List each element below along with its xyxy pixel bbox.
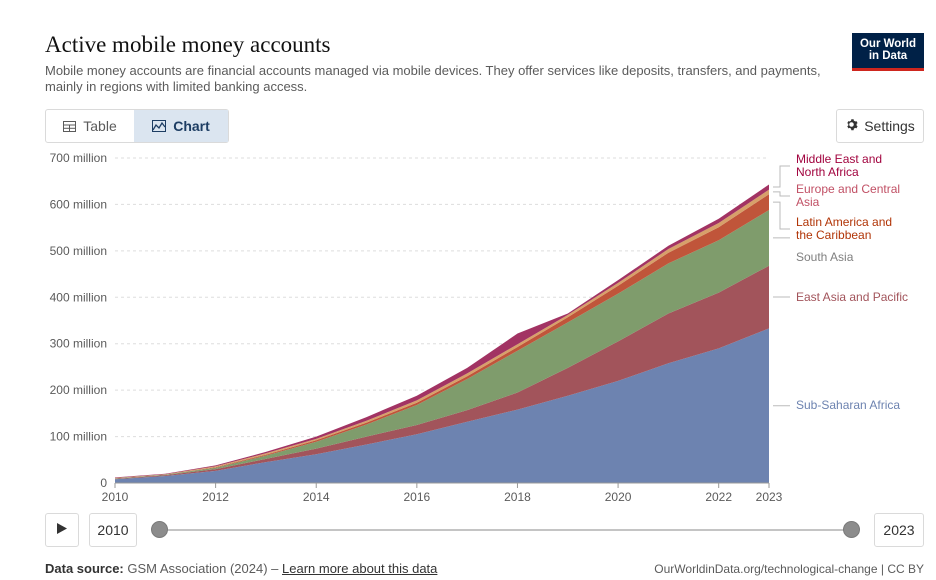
data-source: Data source: GSM Association (2024) – Le… xyxy=(45,561,437,576)
settings-button[interactable]: Settings xyxy=(836,109,924,143)
owid-logo[interactable]: Our World in Data xyxy=(852,33,924,71)
legend-connector xyxy=(773,201,790,230)
legend-label: Sub-Saharan Africa xyxy=(796,398,900,412)
table-icon xyxy=(63,120,77,132)
end-year-box[interactable]: 2023 xyxy=(874,513,924,547)
x-tick-label: 2020 xyxy=(605,490,632,504)
y-tick-label: 400 million xyxy=(50,290,107,304)
y-tick-label: 100 million xyxy=(50,430,107,444)
data-source-prefix: Data source: xyxy=(45,561,124,576)
play-button[interactable] xyxy=(45,513,79,547)
learn-more-link[interactable]: Learn more about this data xyxy=(282,561,438,576)
settings-label: Settings xyxy=(864,118,915,134)
y-tick-label: 0 xyxy=(100,476,107,490)
data-source-text: GSM Association (2024) – xyxy=(127,561,283,576)
legend-label: Middle East and xyxy=(796,152,882,166)
credit-line[interactable]: OurWorldinData.org/technological-change … xyxy=(654,562,924,576)
logo-accent-bar xyxy=(852,68,924,71)
logo-line2: in Data xyxy=(868,50,908,62)
chart-icon xyxy=(152,120,167,132)
y-tick-label: 300 million xyxy=(50,337,107,351)
y-tick-label: 700 million xyxy=(50,151,107,165)
legend-label: North Africa xyxy=(796,165,859,179)
legend-label: Latin America and xyxy=(796,215,892,229)
legend-label: Asia xyxy=(796,195,820,209)
tab-chart-label: Chart xyxy=(173,118,210,134)
chart-title: Active mobile money accounts xyxy=(45,32,331,57)
x-tick-label: 2014 xyxy=(303,490,330,504)
chart-subtitle: Mobile money accounts are financial acco… xyxy=(45,63,821,94)
x-tick-label: 2016 xyxy=(403,490,430,504)
y-tick-label: 500 million xyxy=(50,244,107,258)
timeline: 2010 2023 xyxy=(45,513,924,547)
start-year-handle[interactable] xyxy=(151,521,168,538)
x-tick-label: 2012 xyxy=(202,490,229,504)
x-tick-label: 2018 xyxy=(504,490,531,504)
legend-label: Europe and Central xyxy=(796,182,900,196)
area-east-asia-and-pacific xyxy=(115,265,769,480)
start-year-box[interactable]: 2010 xyxy=(89,513,137,547)
legend-connector xyxy=(773,191,790,197)
legend-connector xyxy=(773,165,790,188)
view-tabs: Table Chart xyxy=(45,109,229,143)
logo-line1: Our World xyxy=(859,38,916,50)
timeline-slider-track[interactable] xyxy=(158,529,851,531)
x-tick-label: 2022 xyxy=(705,490,732,504)
x-tick-label: 2023 xyxy=(756,490,783,504)
y-tick-label: 600 million xyxy=(50,197,107,211)
chart-area: 0 100 million 200 million 300 million 400 mi… xyxy=(50,151,908,504)
y-tick-label: 200 million xyxy=(50,383,107,397)
area-sub-saharan-africa xyxy=(115,328,769,483)
legend-label: East Asia and Pacific xyxy=(796,290,908,304)
play-icon xyxy=(57,521,67,539)
end-year-handle[interactable] xyxy=(843,521,860,538)
tab-table[interactable]: Table xyxy=(46,110,134,142)
legend-label: the Caribbean xyxy=(796,228,871,242)
gear-icon xyxy=(845,118,858,134)
legend-label: South Asia xyxy=(796,250,854,264)
x-tick-label: 2010 xyxy=(102,490,129,504)
tab-chart[interactable]: Chart xyxy=(134,110,228,142)
tab-table-label: Table xyxy=(83,118,117,134)
